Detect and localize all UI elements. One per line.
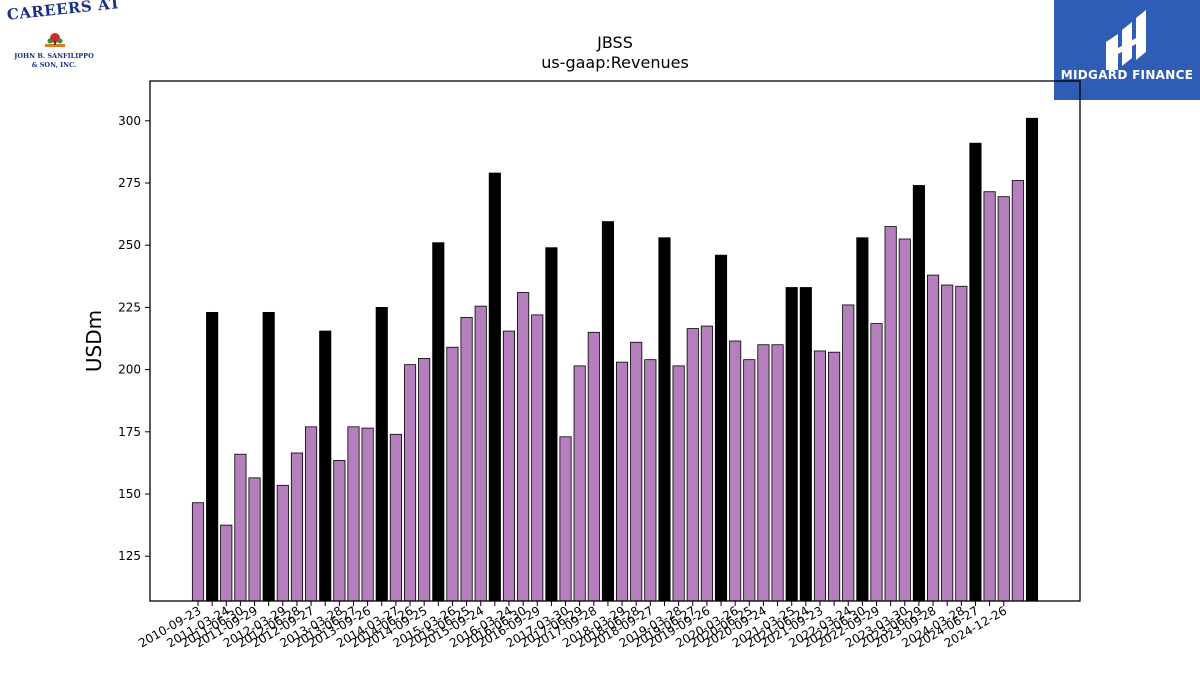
bar <box>601 221 614 602</box>
y-axis: 125 150 175 200 225 250 275 300 <box>118 114 150 563</box>
bar <box>248 477 261 602</box>
bar <box>997 196 1010 602</box>
bar <box>771 344 784 602</box>
bar <box>502 330 516 602</box>
midgard-mark-icon <box>1106 10 1146 70</box>
bar <box>573 365 586 602</box>
bar <box>474 305 487 602</box>
bar <box>616 361 629 602</box>
bar <box>545 247 558 602</box>
bar <box>276 484 289 602</box>
bar <box>828 351 841 602</box>
bar <box>262 311 275 602</box>
x-axis: 2010-09-232011-03-242011-06-302011-09-29… <box>136 601 1009 650</box>
bar <box>361 427 374 602</box>
bar <box>389 433 402 602</box>
bar <box>531 314 544 602</box>
y-tick-label: 250 <box>118 238 141 252</box>
bar <box>517 292 530 602</box>
bar <box>290 452 304 602</box>
bar <box>941 284 954 602</box>
y-tick-label: 150 <box>118 487 141 501</box>
bar <box>319 330 332 602</box>
midgard-logo: MIDGARD FINANCE <box>1054 0 1200 100</box>
y-tick-label: 275 <box>118 176 141 190</box>
bar <box>1025 117 1039 602</box>
bar <box>432 242 445 602</box>
bar <box>813 350 827 602</box>
y-tick-label: 225 <box>118 300 141 314</box>
bar <box>926 274 940 602</box>
bar <box>785 287 798 602</box>
bar <box>403 364 417 602</box>
bar <box>898 238 911 602</box>
bar <box>559 436 572 602</box>
bar <box>757 344 770 602</box>
bar <box>955 285 968 602</box>
bar <box>347 426 360 602</box>
bar <box>969 142 982 602</box>
y-tick-label: 300 <box>118 114 141 128</box>
bar <box>206 311 219 602</box>
bar <box>587 331 600 602</box>
bar <box>375 307 388 602</box>
bar <box>700 325 713 602</box>
bar <box>460 316 473 602</box>
plot-frame <box>149 80 1081 602</box>
y-axis-label: USDm <box>82 310 106 372</box>
company-name: JOHN B. SANFILIPPO & SON, INC. <box>14 52 94 69</box>
bar <box>658 237 671 602</box>
careers-logo: CAREERS AT JOHN B. SANFILIPPO & SON, INC… <box>4 0 122 72</box>
chart-title: JBSS <box>596 33 633 52</box>
bar <box>912 185 925 602</box>
bar <box>630 341 643 602</box>
bar <box>799 287 812 602</box>
bar <box>856 237 869 602</box>
bar <box>672 365 685 602</box>
bar <box>983 191 996 602</box>
bar <box>220 524 233 602</box>
y-tick-label: 200 <box>118 363 141 377</box>
midgard-brand-text: MIDGARD FINANCE <box>1060 68 1194 82</box>
bar <box>305 426 318 602</box>
bar <box>191 502 205 602</box>
bar <box>418 358 431 602</box>
bar <box>743 359 756 602</box>
bar <box>729 340 742 602</box>
y-tick-label: 175 <box>118 425 141 439</box>
bar <box>333 460 346 602</box>
bar <box>870 323 883 602</box>
bar <box>488 172 501 602</box>
bars-group <box>191 117 1039 602</box>
tree-emblem-icon <box>45 33 65 47</box>
bar <box>1011 180 1024 602</box>
chart-subtitle: us-gaap:Revenues <box>541 53 689 72</box>
y-tick-label: 125 <box>118 549 141 563</box>
bar <box>644 359 657 602</box>
bar <box>234 453 247 602</box>
bar <box>714 254 728 602</box>
bar <box>446 346 459 602</box>
bar <box>686 328 699 602</box>
bar <box>884 226 897 602</box>
bar <box>842 304 855 602</box>
